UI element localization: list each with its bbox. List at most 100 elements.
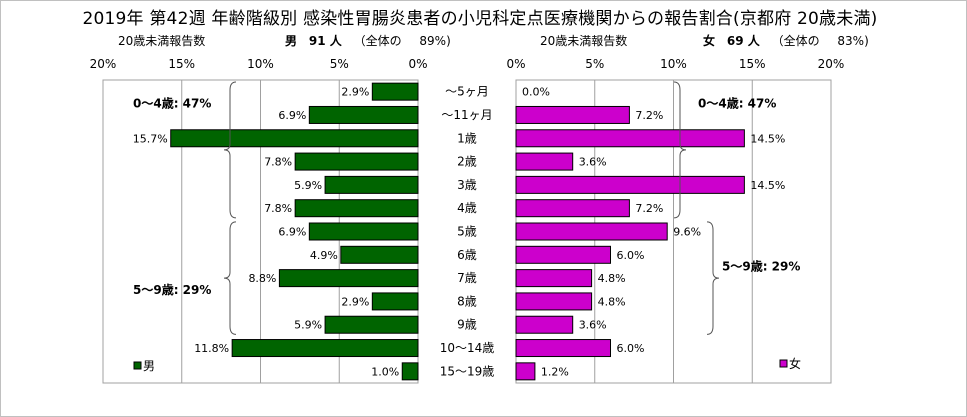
category-label: 2歳 — [457, 155, 477, 169]
left-axis-caption: 20歳未満報告数 — [118, 34, 206, 48]
right-group-label-0-4: 0～4歳: 47% — [698, 95, 776, 110]
male-data-label: 2.9% — [341, 295, 369, 308]
female-data-label: 3.6% — [579, 319, 607, 332]
left-x-tick-label: 5% — [330, 57, 349, 71]
right-brace-5-9 — [706, 221, 720, 335]
male-data-label: 5.9% — [294, 179, 322, 192]
female-data-label: 0.0% — [522, 86, 550, 99]
female-bar — [515, 269, 593, 288]
female-data-label: 6.0% — [617, 342, 645, 355]
category-label: 1歳 — [457, 131, 477, 145]
male-bar — [324, 315, 419, 334]
female-bar — [515, 199, 630, 218]
female-bar — [515, 222, 668, 241]
female-data-label: 9.6% — [673, 226, 701, 239]
male-bar — [401, 362, 419, 381]
category-label: 3歳 — [457, 178, 477, 192]
female-data-label: 4.8% — [598, 295, 626, 308]
chart-title: 2019年 第42週 年齢階級別 感染性胃腸炎患者の小児科定点医療機関からの報告… — [82, 9, 878, 29]
right-x-tick-label: 10% — [660, 57, 687, 71]
male-data-label: 11.8% — [194, 342, 229, 355]
category-label: 7歳 — [457, 271, 477, 285]
female-bar — [515, 129, 745, 148]
female-bar — [515, 245, 611, 264]
male-bar — [371, 82, 419, 101]
left-x-tick-label: 10% — [247, 57, 274, 71]
male-data-label: 1.0% — [371, 365, 399, 378]
male-data-label: 5.9% — [294, 319, 322, 332]
category-label: 5歳 — [457, 225, 477, 239]
category-label: 8歳 — [457, 294, 477, 308]
category-label: ～5ヶ月 — [445, 85, 489, 99]
left-x-tick-label: 0% — [408, 57, 427, 71]
category-label: 15～19歳 — [440, 364, 495, 378]
left-total-pct: 89%) — [419, 34, 451, 48]
left-group-label-5-9: 5～9歳: 29% — [133, 282, 211, 297]
male-bar — [170, 129, 419, 148]
male-data-label: 15.7% — [133, 132, 168, 145]
female-bar — [515, 362, 536, 381]
female-data-label: 14.5% — [750, 179, 785, 192]
category-label: 10～14歳 — [440, 341, 495, 355]
female-data-label: 6.0% — [617, 249, 645, 262]
male-bar — [324, 175, 419, 194]
left-brace-0-4 — [223, 81, 237, 219]
male-legend-label: 男 — [143, 359, 155, 373]
female-bar — [515, 292, 593, 311]
female-legend-label: 女 — [789, 356, 801, 371]
female-data-label: 3.6% — [579, 156, 607, 169]
male-data-label: 6.9% — [278, 109, 306, 122]
category-label: ～11ヶ月 — [441, 108, 492, 122]
category-label: 4歳 — [457, 201, 477, 215]
left-sex-label: 男 — [285, 34, 298, 48]
right-brace-0-4 — [673, 81, 687, 219]
male-data-label: 7.8% — [264, 156, 292, 169]
category-label: 9歳 — [457, 318, 477, 332]
female-bar — [515, 105, 630, 124]
right-count-label: 69 人 — [726, 34, 760, 48]
male-data-label: 7.8% — [264, 202, 292, 215]
male-bar — [308, 222, 419, 241]
female-data-label: 4.8% — [598, 272, 626, 285]
female-data-label: 7.2% — [635, 202, 663, 215]
right-total-pct: 83%) — [837, 34, 869, 48]
right-x-tick-label: 15% — [739, 57, 766, 71]
right-sex-label: 女 — [703, 34, 716, 48]
female-legend-swatch — [779, 359, 788, 368]
right-count-header: 女 69 人 （全体の 83%) — [703, 32, 869, 49]
left-count-header: 男 91 人 （全体の 89%) — [285, 32, 451, 49]
female-bar — [515, 152, 574, 171]
left-x-tick-label: 15% — [168, 57, 195, 71]
female-bar — [515, 315, 574, 334]
female-bar — [515, 175, 745, 194]
male-bar — [340, 245, 419, 264]
right-x-tick-label: 0% — [506, 57, 525, 71]
right-x-tick-label: 5% — [585, 57, 604, 71]
left-group-label-0-4: 0～4歳: 47% — [133, 95, 211, 110]
left-brace-5-9 — [223, 221, 237, 335]
male-data-label: 8.8% — [248, 272, 276, 285]
male-legend-swatch — [133, 361, 142, 370]
right-total-prefix: （全体の — [771, 34, 820, 48]
male-data-label: 2.9% — [341, 86, 369, 99]
male-bar — [294, 152, 419, 171]
female-bar — [515, 339, 611, 358]
category-label: 6歳 — [457, 248, 477, 262]
male-bar — [308, 105, 419, 124]
female-data-label: 14.5% — [750, 132, 785, 145]
left-x-tick-label: 20% — [90, 57, 117, 71]
male-data-label: 4.9% — [310, 249, 338, 262]
left-total-prefix: （全体の — [353, 34, 402, 48]
male-bar — [371, 292, 419, 311]
male-bar — [294, 199, 419, 218]
female-data-label: 7.2% — [635, 109, 663, 122]
female-data-label: 1.2% — [541, 365, 569, 378]
left-count-label: 91 人 — [308, 34, 342, 48]
right-x-tick-label: 20% — [818, 57, 845, 71]
male-data-label: 6.9% — [278, 226, 306, 239]
right-group-label-5-9: 5～9歳: 29% — [722, 258, 800, 273]
male-bar — [231, 339, 419, 358]
male-bar — [278, 269, 419, 288]
